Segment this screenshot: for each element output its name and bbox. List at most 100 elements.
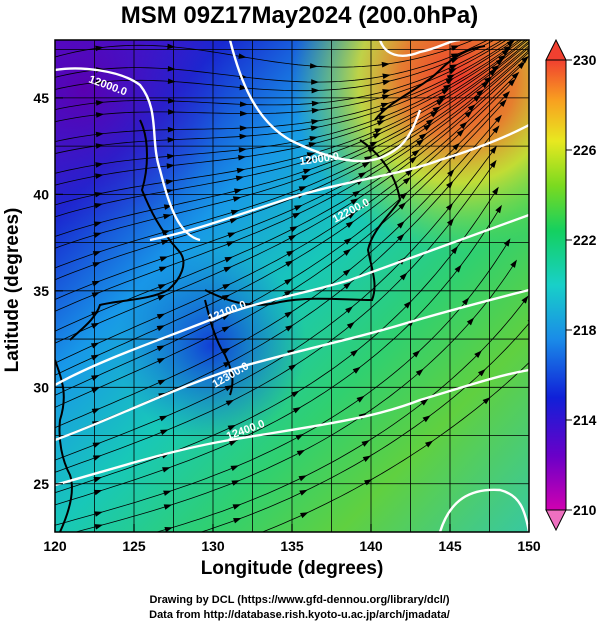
wind-arrowhead (284, 278, 293, 285)
colorbar-bar (545, 59, 567, 511)
wind-arrowhead (495, 204, 502, 214)
wind-arrowhead (156, 313, 166, 320)
wind-arrowhead (299, 489, 308, 496)
streamline (55, 117, 500, 429)
wind-arrowhead (222, 283, 231, 290)
wind-arrowhead (477, 368, 486, 377)
streamline (55, 148, 495, 461)
wind-arrowhead (311, 100, 320, 107)
wind-arrowhead (156, 325, 166, 332)
wind-arrowhead (239, 84, 248, 91)
colorbar-tick-label: 222 (573, 232, 597, 248)
streamline (74, 262, 516, 532)
wind-arrowhead (447, 169, 455, 177)
streamline (55, 42, 529, 249)
wind-arrowhead (454, 264, 462, 273)
y-axis-ticks: 25 30 35 40 45 (33, 90, 63, 492)
wind-arrowhead (93, 489, 103, 496)
wind-arrowhead (285, 324, 294, 332)
wind-arrowhead (376, 120, 386, 126)
wind-arrowhead (157, 284, 167, 290)
wind-arrowhead (288, 364, 297, 371)
wind-arrowhead (418, 133, 428, 141)
wind-arrowhead (501, 48, 510, 56)
wind-arrowhead (95, 79, 105, 86)
wind-arrowhead (356, 395, 365, 403)
wind-arrowhead (225, 399, 235, 406)
wind-arrowhead (489, 145, 497, 154)
wind-arrowhead (165, 540, 173, 545)
map-title: MSM 09Z17May2024 (200.0hPa) (120, 2, 479, 29)
wind-arrowhead (238, 53, 247, 59)
wind-arrowhead (157, 379, 167, 386)
streamline (55, 162, 495, 473)
wind-arrowhead (436, 99, 445, 106)
wind-arrowhead (156, 345, 166, 352)
x-tick-label: 130 (201, 538, 225, 554)
wind-arrowhead (165, 179, 175, 185)
wind-arrowhead (236, 167, 246, 174)
wind-arrowhead (240, 110, 249, 117)
wind-arrowhead (402, 177, 411, 185)
wind-arrowhead (381, 94, 391, 100)
x-axis-label: Longitude (degrees) (200, 558, 384, 579)
wind-arrowhead (396, 233, 405, 242)
wind-arrowhead (95, 131, 105, 138)
colorbar-tick-label: 226 (573, 142, 597, 158)
wind-arrowhead (92, 251, 102, 257)
wind-arrowhead (310, 125, 320, 132)
wind-arrowhead (464, 110, 473, 118)
wind-arrowhead (311, 119, 320, 125)
wind-arrowhead (229, 218, 239, 224)
wind-arrowhead (345, 221, 354, 229)
wind-arrowhead (311, 87, 320, 94)
wind-arrowhead (93, 221, 103, 227)
wind-arrowhead (405, 168, 414, 177)
streamline (55, 40, 513, 143)
colorbar-min-arrow (545, 509, 567, 532)
wind-arrowhead (345, 306, 354, 314)
wind-arrowhead (474, 350, 482, 358)
wind-arrowhead (517, 61, 526, 70)
wind-arrowhead (425, 118, 435, 126)
wind-arrowhead (95, 112, 105, 118)
wind-arrowhead (94, 203, 103, 209)
wind-arrowhead (352, 366, 361, 374)
wind-arrowhead (286, 250, 295, 257)
wind-arrowhead (224, 256, 233, 263)
streamline (55, 64, 523, 344)
streamline (155, 298, 527, 532)
wind-arrowhead (239, 125, 248, 131)
wind-arrowhead (91, 292, 101, 298)
wind-arrowhead (382, 73, 391, 80)
wind-arrowhead (422, 415, 431, 423)
wind-arrowhead (91, 280, 101, 287)
y-tick-label: 40 (33, 186, 49, 202)
wind-arrowhead (163, 213, 172, 220)
wind-arrowhead (234, 188, 243, 194)
wind-arrowhead (90, 354, 100, 361)
wind-arrowhead (452, 142, 460, 151)
wind-arrowhead (91, 374, 100, 381)
credit-dcl: Drawing by DCL (https://www.gfd-dennou.o… (149, 594, 450, 606)
wind-arrowhead (352, 190, 361, 198)
wind-arrowhead (521, 55, 529, 64)
wind-arrowhead (382, 79, 391, 86)
wind-arrowhead (284, 311, 293, 318)
y-tick-label: 45 (33, 90, 49, 106)
wind-arrowhead (362, 455, 372, 462)
wind-arrowhead (536, 34, 544, 41)
wind-arrowhead (347, 212, 356, 219)
colorbar-tick-label: 218 (573, 322, 597, 338)
wind-arrowhead (91, 322, 100, 329)
wind-arrowhead (398, 202, 407, 210)
wind-arrowhead (309, 135, 318, 142)
wind-arrowhead (238, 154, 247, 161)
wind-arrowhead (228, 440, 238, 446)
colorbar-tick-label: 214 (573, 412, 597, 428)
wind-arrowhead (425, 440, 434, 448)
wind-arrowhead (94, 511, 103, 517)
wind-arrowhead (292, 406, 302, 414)
wind-arrowhead (157, 294, 166, 301)
